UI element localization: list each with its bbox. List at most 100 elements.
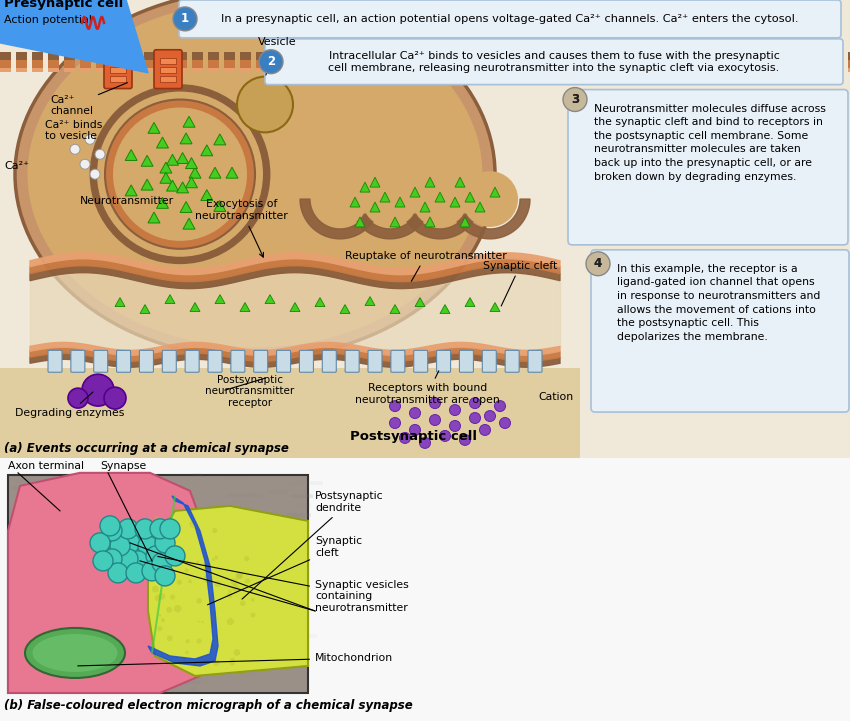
Circle shape bbox=[389, 417, 400, 428]
Circle shape bbox=[155, 566, 175, 586]
Bar bbox=[704, 68, 715, 71]
Circle shape bbox=[167, 607, 173, 613]
FancyBboxPatch shape bbox=[104, 50, 132, 89]
Bar bbox=[400, 52, 411, 60]
Circle shape bbox=[142, 561, 162, 581]
Circle shape bbox=[450, 404, 461, 415]
Polygon shape bbox=[183, 218, 195, 229]
Bar bbox=[352, 68, 363, 71]
Bar bbox=[480, 60, 491, 68]
Text: Neurotransmitter: Neurotransmitter bbox=[80, 196, 174, 206]
Bar bbox=[432, 52, 443, 60]
FancyBboxPatch shape bbox=[460, 350, 473, 372]
Bar bbox=[239, 642, 263, 646]
Polygon shape bbox=[475, 202, 485, 212]
Circle shape bbox=[429, 415, 440, 425]
Bar bbox=[240, 673, 255, 677]
Polygon shape bbox=[395, 197, 405, 207]
Bar bbox=[816, 68, 827, 71]
FancyBboxPatch shape bbox=[253, 350, 268, 372]
Bar bbox=[48, 60, 59, 68]
Bar bbox=[8, 475, 308, 693]
Bar bbox=[275, 586, 283, 590]
Bar bbox=[448, 68, 459, 71]
Bar bbox=[128, 52, 139, 60]
Circle shape bbox=[68, 388, 88, 408]
Bar bbox=[105, 526, 130, 530]
Text: 3: 3 bbox=[571, 93, 579, 106]
FancyBboxPatch shape bbox=[48, 350, 62, 372]
Circle shape bbox=[214, 580, 221, 587]
Bar bbox=[240, 60, 251, 68]
Bar bbox=[432, 68, 443, 71]
Bar bbox=[121, 482, 147, 486]
Bar bbox=[162, 640, 186, 644]
Bar bbox=[288, 60, 299, 68]
Polygon shape bbox=[370, 202, 380, 212]
Ellipse shape bbox=[25, 628, 125, 678]
Bar bbox=[215, 605, 248, 609]
Bar bbox=[9, 654, 31, 658]
Bar bbox=[289, 537, 311, 541]
Circle shape bbox=[429, 397, 440, 409]
FancyBboxPatch shape bbox=[231, 350, 245, 372]
Circle shape bbox=[212, 528, 218, 533]
Circle shape bbox=[118, 549, 138, 569]
Bar bbox=[93, 570, 101, 575]
Circle shape bbox=[212, 558, 215, 561]
Circle shape bbox=[460, 435, 471, 446]
Circle shape bbox=[410, 407, 421, 418]
Circle shape bbox=[173, 535, 177, 539]
Polygon shape bbox=[214, 200, 226, 211]
Circle shape bbox=[196, 560, 199, 563]
Bar bbox=[368, 52, 379, 60]
Circle shape bbox=[234, 649, 241, 656]
FancyBboxPatch shape bbox=[265, 39, 843, 84]
Circle shape bbox=[237, 76, 293, 133]
Bar bbox=[275, 552, 304, 555]
Bar bbox=[250, 493, 264, 497]
Bar bbox=[720, 52, 731, 60]
Bar bbox=[192, 473, 201, 477]
Bar bbox=[304, 52, 315, 60]
Bar bbox=[128, 68, 139, 71]
Bar bbox=[27, 482, 61, 486]
Bar bbox=[304, 68, 315, 71]
Bar bbox=[76, 672, 90, 676]
Polygon shape bbox=[465, 192, 475, 202]
Circle shape bbox=[104, 387, 126, 409]
Ellipse shape bbox=[32, 634, 117, 672]
Bar bbox=[416, 68, 427, 71]
Circle shape bbox=[312, 171, 368, 227]
Text: Action potential: Action potential bbox=[4, 15, 92, 25]
Bar bbox=[204, 640, 230, 644]
Bar bbox=[320, 68, 331, 71]
Ellipse shape bbox=[15, 0, 495, 358]
Polygon shape bbox=[355, 217, 365, 227]
Text: Ca²⁺
channel: Ca²⁺ channel bbox=[50, 83, 128, 117]
Circle shape bbox=[212, 658, 216, 662]
Circle shape bbox=[469, 397, 480, 409]
Polygon shape bbox=[209, 167, 221, 178]
FancyBboxPatch shape bbox=[162, 350, 176, 372]
Bar bbox=[287, 513, 311, 517]
Polygon shape bbox=[425, 177, 435, 187]
Circle shape bbox=[128, 551, 148, 571]
Bar bbox=[288, 68, 299, 71]
Bar bbox=[125, 629, 155, 634]
Bar bbox=[116, 625, 145, 629]
Bar bbox=[144, 518, 156, 522]
Bar bbox=[144, 60, 155, 68]
Bar bbox=[32, 60, 43, 68]
FancyBboxPatch shape bbox=[345, 350, 360, 372]
Bar bbox=[800, 60, 811, 68]
Bar bbox=[44, 581, 51, 585]
Circle shape bbox=[102, 521, 122, 541]
Circle shape bbox=[500, 417, 511, 428]
Polygon shape bbox=[8, 473, 215, 693]
Bar bbox=[688, 52, 699, 60]
Bar bbox=[44, 615, 77, 619]
Polygon shape bbox=[415, 298, 425, 306]
Circle shape bbox=[159, 614, 162, 616]
Circle shape bbox=[146, 546, 166, 566]
